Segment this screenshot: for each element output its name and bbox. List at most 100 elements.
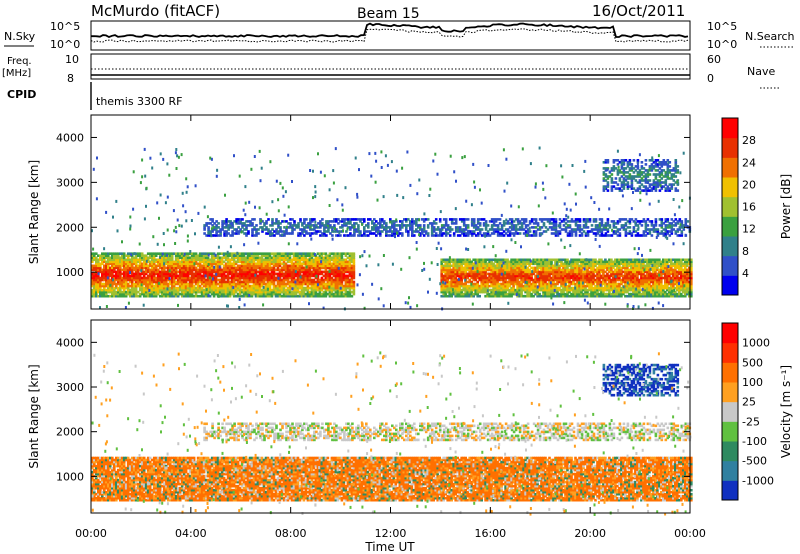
power-echo-cell xyxy=(458,264,461,268)
power-echo-cell xyxy=(600,260,603,264)
power-echo-cell xyxy=(236,286,240,290)
power-echo-cell xyxy=(170,286,174,290)
power-echo-cell xyxy=(221,222,224,225)
power-echo-cell xyxy=(576,284,579,288)
power-echo-cell xyxy=(512,258,515,262)
power-echo-cell xyxy=(174,292,178,296)
power-echo-cell xyxy=(172,294,176,298)
power-echo-cell xyxy=(238,254,242,257)
power-echo-cell xyxy=(628,260,631,264)
power-echo-cell xyxy=(138,292,142,296)
power-echo-cell xyxy=(684,278,687,282)
power-echo-cell xyxy=(240,256,244,260)
power-echo-cell xyxy=(101,268,104,272)
power-echo-cell xyxy=(646,280,649,284)
power-echo-cell xyxy=(456,258,459,262)
power-echo-cell xyxy=(668,274,671,278)
power-echo-cell xyxy=(640,294,643,298)
power-echo-cell xyxy=(306,286,310,290)
power-echo-cell xyxy=(260,262,264,266)
power-echo-cell xyxy=(534,278,537,282)
power-echo-cell xyxy=(103,294,106,298)
power-echo-cell xyxy=(170,258,174,262)
power-echo-cell xyxy=(178,268,182,272)
power-echo-cell xyxy=(610,280,613,284)
power-echo-cell xyxy=(240,264,244,268)
power-echo-cell xyxy=(554,284,557,288)
power-echo-cell xyxy=(294,258,298,262)
power-echo-cell xyxy=(608,292,611,296)
power-echo-cell xyxy=(574,266,577,270)
power-echo-cell xyxy=(676,292,679,296)
power-echo-cell xyxy=(556,258,559,262)
power-echo-cell xyxy=(234,276,238,280)
power-echo-cell xyxy=(482,272,485,276)
power-echo-cell xyxy=(564,276,567,280)
power-echo-cell xyxy=(348,280,352,284)
power-echo-cell xyxy=(184,292,188,296)
power-echo-cell xyxy=(286,294,290,298)
power-echo-cell xyxy=(490,274,493,278)
power-echo-cell xyxy=(646,262,649,266)
power-echo-cell xyxy=(608,282,611,286)
power-echo-cell xyxy=(642,280,645,284)
power-echo-cell xyxy=(322,274,326,278)
power-echo-cell xyxy=(264,264,268,268)
power-echo-cell xyxy=(658,284,661,288)
power-echo-cell xyxy=(602,264,605,268)
power-echo-cell xyxy=(602,282,605,286)
power-echo-cell xyxy=(248,268,252,272)
power-echo-cell xyxy=(524,274,527,278)
power-echo-cell xyxy=(344,270,348,274)
power-echo-cell xyxy=(602,274,605,278)
power-echo-cell xyxy=(246,284,250,288)
power-echo-cell xyxy=(150,272,154,276)
power-echo-cell xyxy=(558,274,561,278)
power-echo-cell xyxy=(318,294,322,298)
power-echo-cell xyxy=(622,262,625,266)
power-echo-cell xyxy=(270,270,274,274)
power-echo-cell xyxy=(608,280,611,284)
power-echo-cell xyxy=(546,290,549,294)
power-echo-cell xyxy=(224,264,228,268)
power-echo-cell xyxy=(204,282,208,286)
power-echo-cell xyxy=(636,262,639,266)
power-echo-cell xyxy=(214,274,218,278)
power-echo-cell xyxy=(602,278,605,282)
power-echo-cell xyxy=(498,258,501,262)
power-echo-cell xyxy=(462,288,465,292)
power-echo-cell xyxy=(237,220,240,223)
power-echo-cell xyxy=(568,276,571,280)
power-echo-cell xyxy=(556,270,559,274)
power-echo-cell xyxy=(148,294,152,298)
power-echo-cell xyxy=(472,274,475,278)
power-echo-cell xyxy=(514,292,517,296)
power-echo-cell xyxy=(470,276,473,280)
power-echo-cells xyxy=(91,146,693,311)
power-echo-cell xyxy=(298,278,302,282)
power-echo-cell xyxy=(556,286,559,290)
power-echo-cell xyxy=(498,284,501,288)
power-echo-cell xyxy=(532,282,535,286)
power-echo-cell xyxy=(626,260,629,264)
power-echo-cell xyxy=(212,274,216,278)
power-echo-cell xyxy=(120,278,124,282)
power-echo-cell xyxy=(560,284,563,288)
power-echo-cell xyxy=(666,280,669,284)
power-echo-cell xyxy=(198,268,202,272)
power-echo-cell xyxy=(212,292,216,296)
power-echo-cell xyxy=(270,294,274,298)
power-echo-cell xyxy=(298,264,302,268)
power-echo-cell xyxy=(178,282,182,286)
power-echo-cell xyxy=(194,282,198,286)
power-echo-cell xyxy=(176,294,180,298)
power-echo-cell xyxy=(296,252,300,255)
power-echo-cell xyxy=(672,286,675,290)
power-echo-cell xyxy=(322,256,326,260)
power-echo-cell xyxy=(236,294,240,298)
power-echo-cell xyxy=(616,284,619,288)
power-echo-cell xyxy=(282,274,286,278)
power-echo-cell xyxy=(184,268,188,272)
power-echo-cell xyxy=(262,268,266,272)
power-echo-cell xyxy=(550,276,553,280)
